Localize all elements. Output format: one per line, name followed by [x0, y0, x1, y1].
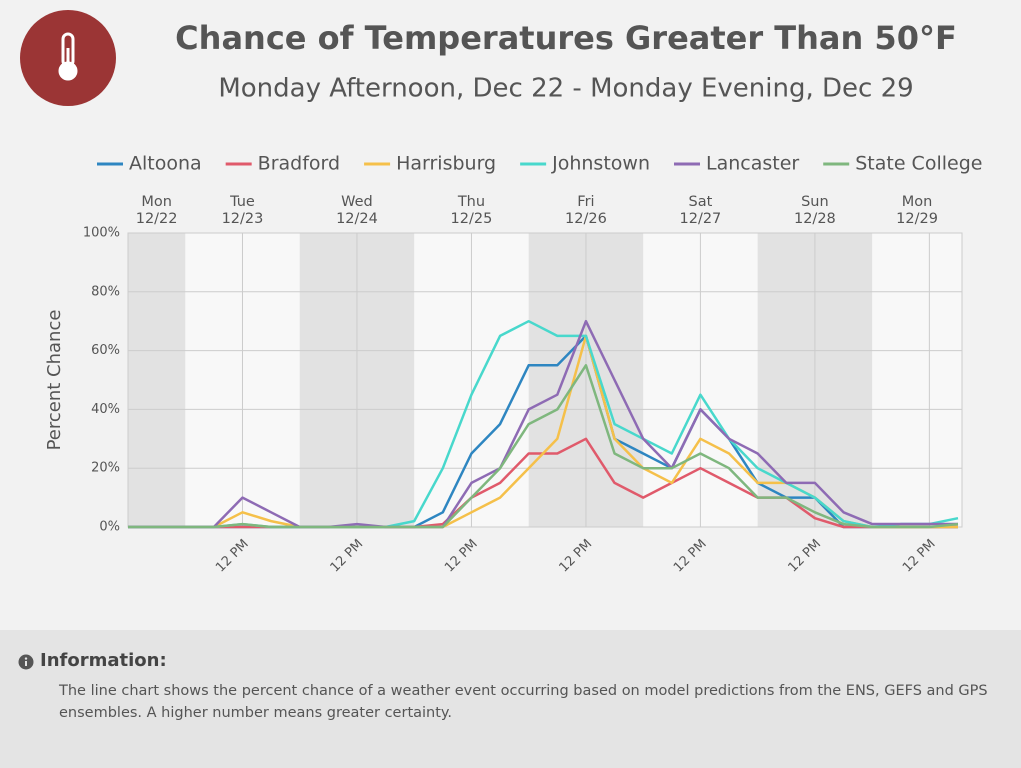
thermometer-icon — [58, 32, 78, 81]
day-shade — [128, 233, 186, 527]
day-label: Mon — [141, 194, 172, 210]
series-line — [128, 364, 959, 529]
date-label: 12/27 — [680, 211, 722, 227]
date-label: 12/22 — [136, 211, 178, 227]
legend-label: Johnstown — [551, 153, 650, 175]
legend-label: Altoona — [129, 153, 202, 175]
legend-label: Lancaster — [706, 153, 799, 175]
chart: Chance of Temperatures Greater Than 50°F… — [20, 10, 982, 576]
date-label: 12/25 — [451, 211, 493, 227]
info-title: Information: — [40, 650, 167, 671]
date-label: 12/28 — [794, 211, 836, 227]
legend-label: Harrisburg — [396, 153, 496, 175]
x-tick-label: 12 PM — [671, 537, 710, 576]
legend-label: Bradford — [258, 153, 340, 175]
series-line — [128, 319, 958, 529]
y-tick-label: 40% — [91, 402, 120, 417]
y-axis-label: Percent Chance — [44, 310, 65, 451]
x-tick-label: 12 PM — [557, 537, 596, 576]
date-label: 12/26 — [565, 211, 607, 227]
day-label: Mon — [902, 194, 933, 210]
info-icon — [18, 654, 34, 670]
x-tick-label: 12 PM — [213, 537, 252, 576]
day-label: Sun — [801, 194, 829, 210]
day-label: Wed — [341, 194, 373, 210]
x-tick-label: 12 PM — [442, 537, 481, 576]
y-tick-label: 80% — [91, 284, 120, 299]
y-tick-label: 0% — [99, 520, 120, 535]
y-tick-label: 100% — [83, 226, 120, 241]
legend-label: State College — [855, 153, 982, 175]
chart-title: Chance of Temperatures Greater Than 50°F — [175, 19, 957, 57]
x-tick-label: 12 PM — [785, 537, 824, 576]
chart-subtitle: Monday Afternoon, Dec 22 - Monday Evenin… — [218, 74, 913, 104]
day-label: Thu — [457, 194, 485, 210]
y-tick-label: 60% — [91, 343, 120, 358]
date-label: 12/24 — [336, 211, 378, 227]
info-text: The line chart shows the percent chance … — [59, 683, 988, 721]
day-label: Tue — [229, 194, 255, 210]
x-tick-label: 12 PM — [900, 537, 939, 576]
date-label: 12/23 — [222, 211, 264, 227]
x-tick-label: 12 PM — [328, 537, 367, 576]
date-label: 12/29 — [896, 211, 938, 227]
y-tick-label: 20% — [91, 461, 120, 476]
day-label: Sat — [689, 194, 713, 210]
info-panel: Information: The line chart shows the pe… — [0, 630, 1021, 768]
day-label: Fri — [577, 194, 594, 210]
